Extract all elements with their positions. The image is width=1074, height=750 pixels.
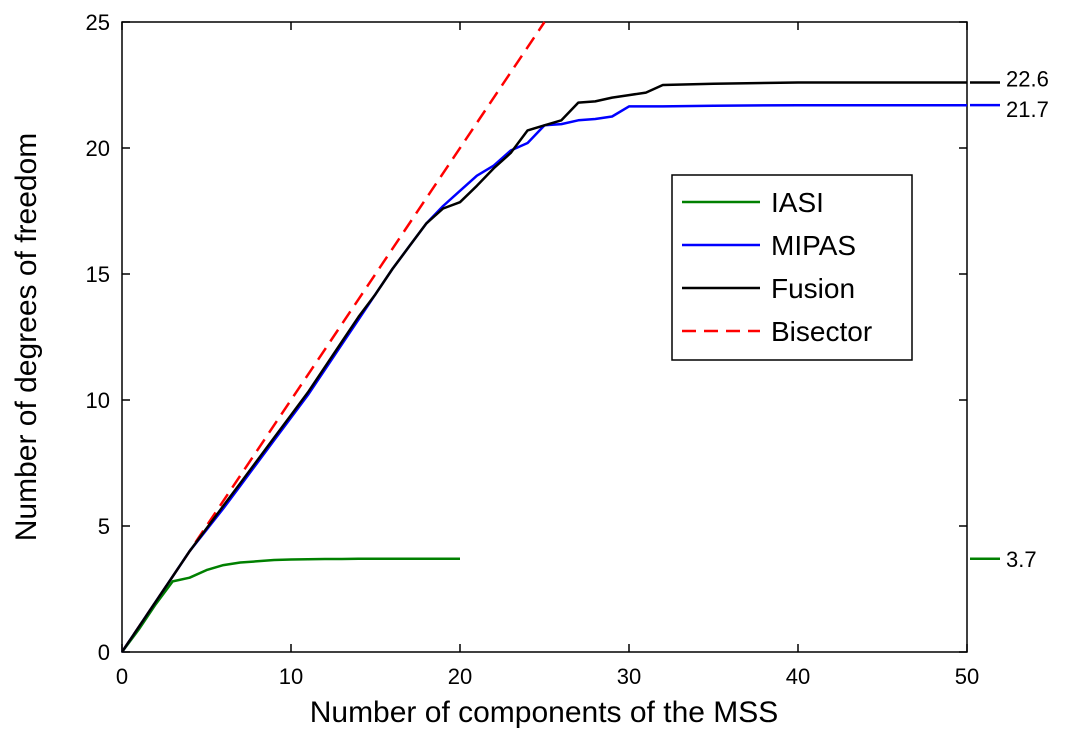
y-tick-label: 0 xyxy=(98,640,110,665)
y-tick-label: 25 xyxy=(86,10,110,35)
end-label-iasi: 3.7 xyxy=(1006,547,1037,572)
x-tick-label: 40 xyxy=(786,664,810,689)
y-axis-title: Number of degrees of freedom xyxy=(10,133,43,542)
series-line-iasi xyxy=(120,557,460,653)
legend-label-iasi: IASI xyxy=(771,187,824,218)
series-lines xyxy=(120,21,967,653)
x-tick-label: 30 xyxy=(617,664,641,689)
end-labels: 3.7 21.7 22.6 xyxy=(970,66,1049,572)
legend: IASI MIPAS Fusion Bisector xyxy=(671,174,913,361)
x-tick-label: 20 xyxy=(448,664,472,689)
end-label-fusion: 22.6 xyxy=(1006,66,1049,91)
series-line-fusion xyxy=(120,81,967,653)
x-tick-label: 0 xyxy=(116,664,128,689)
end-label-mipas: 21.7 xyxy=(1006,97,1049,122)
y-tick-label: 10 xyxy=(86,388,110,413)
x-tick-label: 50 xyxy=(955,664,979,689)
x-tick-label: 10 xyxy=(279,664,303,689)
legend-label-mipas: MIPAS xyxy=(771,230,856,261)
legend-label-fusion: Fusion xyxy=(771,273,855,304)
legend-box xyxy=(671,174,913,361)
y-tick-label: 5 xyxy=(98,514,110,539)
x-axis-title: Number of components of the MSS xyxy=(310,696,779,729)
legend-label-bisector: Bisector xyxy=(771,316,872,347)
ticks: 0 10 20 30 40 50 0 5 10 15 20 25 xyxy=(86,10,980,689)
y-tick-label: 20 xyxy=(86,136,110,161)
y-tick-label: 15 xyxy=(86,262,110,287)
series-line-bisector xyxy=(120,21,546,653)
